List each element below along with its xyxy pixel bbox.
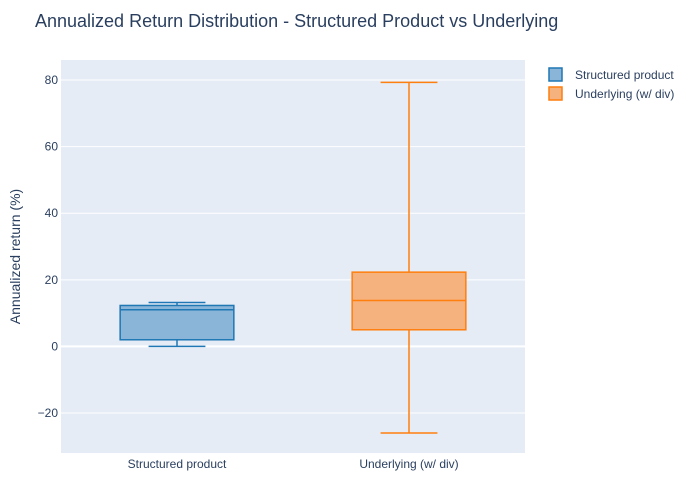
y-tick-label: 20 bbox=[45, 273, 59, 287]
legend-item[interactable]: Structured product bbox=[548, 67, 674, 82]
y-axis-ticks: 80 60 40 20 0 −20 bbox=[38, 73, 59, 420]
y-tick-label: 40 bbox=[45, 206, 59, 220]
iqr-box bbox=[119, 304, 235, 341]
y-tick-label: −20 bbox=[38, 406, 59, 420]
legend-label: Underlying (w/ div) bbox=[575, 87, 674, 101]
box-plots bbox=[119, 81, 467, 434]
y-tick-label: 0 bbox=[51, 339, 58, 353]
plot-background bbox=[61, 60, 525, 453]
box-0[interactable] bbox=[119, 301, 235, 348]
legend-item[interactable]: Underlying (w/ div) bbox=[548, 86, 674, 101]
box-1[interactable] bbox=[351, 81, 467, 434]
y-tick-label: 80 bbox=[45, 73, 59, 87]
x-tick-label: Underlying (w/ div) bbox=[359, 457, 458, 471]
y-tick-label: 60 bbox=[45, 140, 59, 154]
legend-swatch bbox=[548, 86, 563, 101]
chart-title: Annualized Return Distribution - Structu… bbox=[35, 11, 559, 31]
legend[interactable]: Structured product Underlying (w/ div) bbox=[548, 67, 674, 101]
legend-label: Structured product bbox=[575, 68, 674, 82]
legend-swatch bbox=[548, 67, 563, 82]
x-tick-label: Structured product bbox=[128, 457, 227, 471]
x-axis-ticks: Structured product Underlying (w/ div) bbox=[128, 457, 459, 471]
y-axis-title: Annualized return (%) bbox=[7, 189, 23, 324]
